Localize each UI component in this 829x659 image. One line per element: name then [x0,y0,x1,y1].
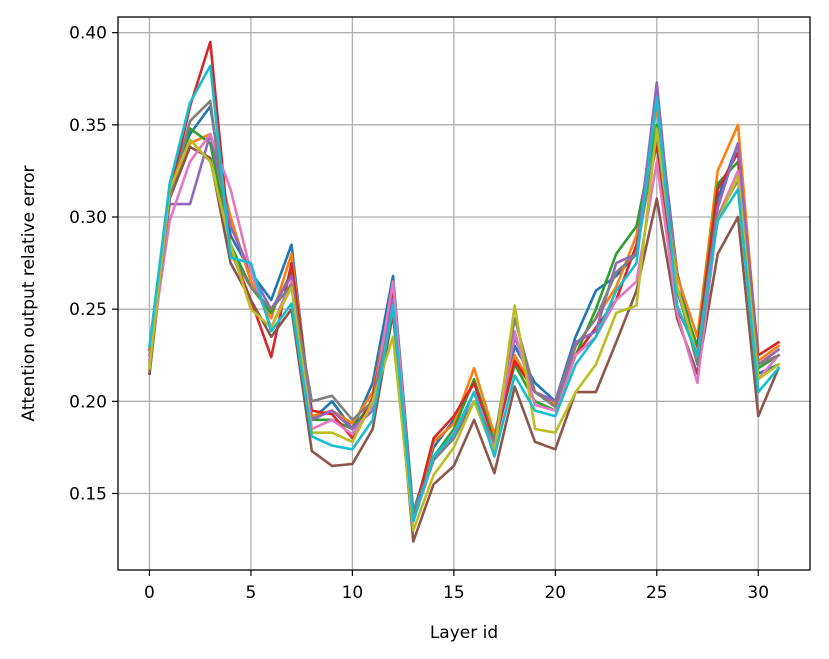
x-tick-label: 30 [747,583,769,603]
series-line-6 [148,145,781,543]
series-layer [148,40,781,543]
series-line-9 [148,127,781,532]
series-line-4 [148,40,781,519]
y-tick-label: 0.30 [69,208,107,228]
y-tick-label: 0.20 [69,392,107,412]
axis-ticks: 0 5 10 15 20 25 30 0.15 0.20 0.25 0.30 0.35 0.40 [69,24,769,603]
y-tick-label: 0.35 [69,116,107,136]
y-tick-label: 0.25 [69,300,107,320]
y-tick-label: 0.40 [69,24,107,44]
series-line-7 [148,132,781,523]
x-tick-label: 25 [646,583,668,603]
series-line-10 [148,64,781,523]
y-axis-label: Attention output relative error [19,165,39,421]
x-tick-label: 20 [544,583,566,603]
x-tick-label: 15 [443,583,465,603]
x-tick-label: 5 [246,583,257,603]
x-tick-label: 10 [342,583,364,603]
y-tick-label: 0.15 [69,485,107,505]
x-axis-label: Layer id [430,623,498,643]
x-tick-label: 0 [144,583,155,603]
plot-frame [117,16,811,571]
